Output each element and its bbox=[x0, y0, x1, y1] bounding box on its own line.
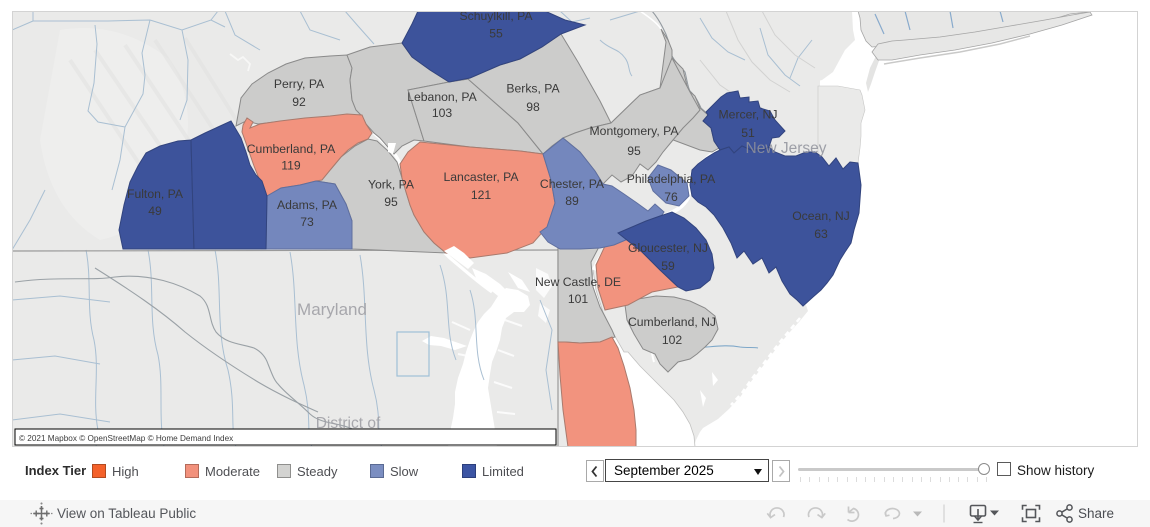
svg-text:103: 103 bbox=[432, 106, 453, 120]
svg-text:Maryland: Maryland bbox=[297, 300, 367, 319]
svg-text:Philadelphia, PA: Philadelphia, PA bbox=[627, 172, 716, 186]
svg-text:76: 76 bbox=[664, 190, 678, 204]
svg-text:Chester, PA: Chester, PA bbox=[540, 177, 605, 191]
svg-text:Lebanon, PA: Lebanon, PA bbox=[407, 90, 477, 104]
svg-text:Cumberland, PA: Cumberland, PA bbox=[247, 142, 336, 156]
svg-text:Schuylkill, PA: Schuylkill, PA bbox=[460, 9, 534, 23]
svg-text:Mercer, NJ: Mercer, NJ bbox=[719, 108, 778, 122]
svg-text:Gloucester, NJ: Gloucester, NJ bbox=[628, 241, 708, 255]
svg-text:District of: District of bbox=[316, 415, 381, 432]
svg-text:New Castle, DE: New Castle, DE bbox=[535, 275, 621, 289]
svg-text:98: 98 bbox=[526, 100, 540, 114]
svg-text:New Jersey: New Jersey bbox=[746, 140, 827, 157]
svg-text:102: 102 bbox=[662, 333, 683, 347]
svg-text:95: 95 bbox=[384, 195, 398, 209]
svg-text:Berks, PA: Berks, PA bbox=[506, 82, 560, 96]
svg-text:© 2021 Mapbox © OpenStreetMap: © 2021 Mapbox © OpenStreetMap © Home Dem… bbox=[19, 434, 233, 443]
svg-text:119: 119 bbox=[281, 159, 301, 173]
svg-text:York, PA: York, PA bbox=[368, 178, 415, 192]
svg-text:121: 121 bbox=[471, 188, 492, 202]
svg-text:59: 59 bbox=[661, 259, 675, 273]
svg-text:49: 49 bbox=[148, 204, 162, 218]
svg-text:Ocean, NJ: Ocean, NJ bbox=[792, 209, 850, 223]
svg-text:95: 95 bbox=[627, 144, 641, 158]
svg-text:73: 73 bbox=[300, 215, 314, 229]
svg-text:Lancaster, PA: Lancaster, PA bbox=[444, 170, 520, 184]
svg-text:51: 51 bbox=[741, 126, 755, 140]
svg-text:101: 101 bbox=[568, 292, 589, 306]
svg-text:Adams, PA: Adams, PA bbox=[277, 198, 338, 212]
svg-text:55: 55 bbox=[489, 27, 503, 41]
svg-text:89: 89 bbox=[565, 194, 579, 208]
svg-text:92: 92 bbox=[292, 95, 306, 109]
svg-text:63: 63 bbox=[814, 227, 828, 241]
svg-text:Cumberland, NJ: Cumberland, NJ bbox=[628, 315, 716, 329]
svg-text:Montgomery, PA: Montgomery, PA bbox=[590, 124, 680, 138]
svg-text:Fulton, PA: Fulton, PA bbox=[127, 187, 184, 201]
svg-text:Perry, PA: Perry, PA bbox=[274, 77, 325, 91]
